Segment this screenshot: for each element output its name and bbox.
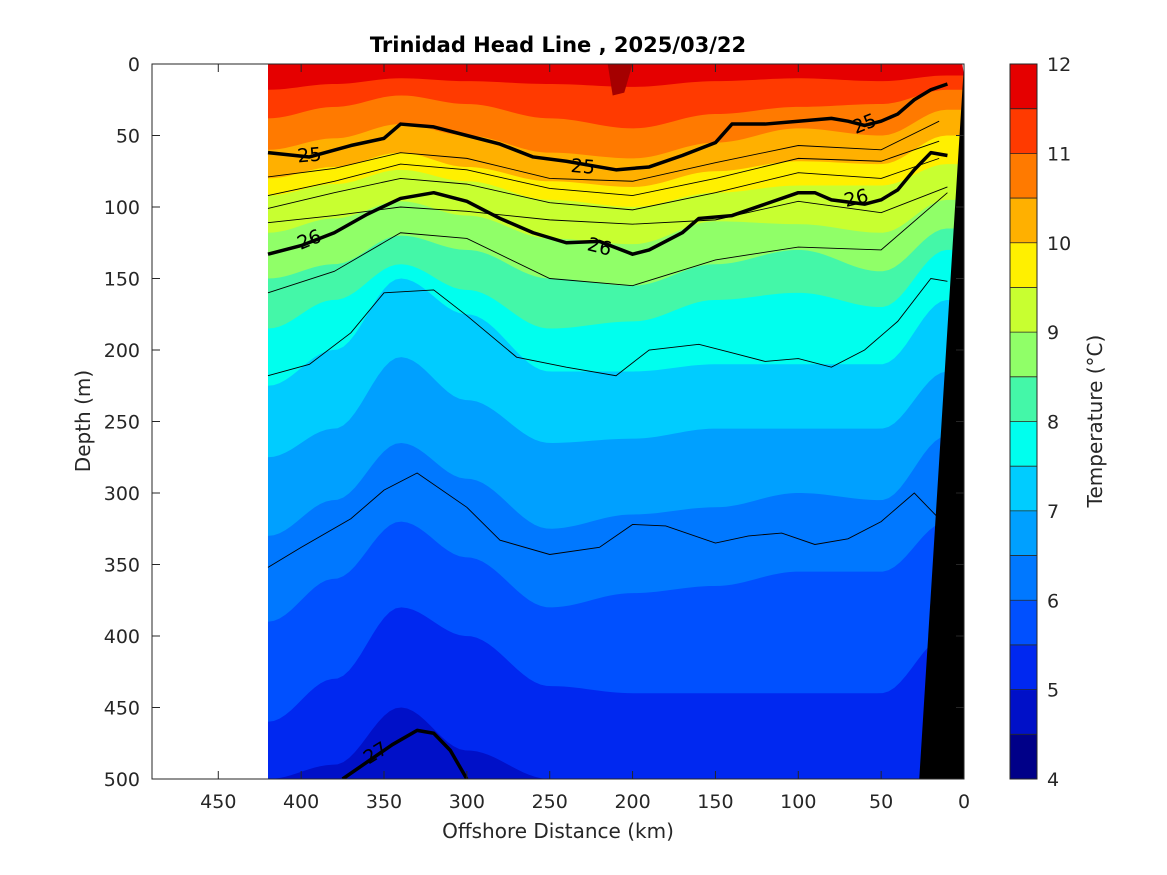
- y-tick-label: 250: [104, 412, 140, 434]
- x-tick-label: 450: [200, 791, 236, 813]
- colorbar-label: Temperature (°C): [1083, 335, 1107, 509]
- colorbar-segment: [1010, 510, 1037, 557]
- colorbar-tick-label: 12: [1047, 54, 1071, 76]
- temperature-fill-layer: [268, 64, 964, 779]
- thin-density-contour: [267, 192, 948, 294]
- x-tick-label: 50: [869, 791, 893, 813]
- colorbar-tick-label: 4: [1047, 769, 1059, 791]
- colorbar-tick-label: 10: [1047, 233, 1071, 255]
- colorbar-segment: [1010, 600, 1037, 646]
- thin-density-contour: [267, 472, 940, 568]
- thin-density-contour: [267, 186, 948, 225]
- colorbar-tick-label: 7: [1047, 501, 1059, 523]
- colorbar-segment: [1010, 421, 1037, 467]
- density-contour-layer: [267, 82, 948, 779]
- colorbar-segment: [1010, 287, 1037, 333]
- x-tick-label: 100: [780, 791, 816, 813]
- y-tick-label: 50: [116, 126, 140, 148]
- y-tick-label: 100: [104, 197, 140, 219]
- colorbar-tick-label: 6: [1047, 590, 1059, 612]
- colorbar-segment: [1010, 555, 1037, 601]
- y-tick-label: 150: [104, 269, 140, 291]
- x-tick-label: 150: [697, 791, 733, 813]
- y-tick-label: 500: [104, 769, 140, 791]
- temperature-band-above-11-5: [607, 64, 633, 96]
- y-tick-label: 300: [104, 483, 140, 505]
- colorbar-tick-label: 9: [1047, 322, 1059, 344]
- colorbar-segment: [1010, 644, 1037, 691]
- chart-title: Trinidad Head Line , 2025/03/22: [370, 33, 746, 57]
- colorbar-segment: [1010, 734, 1037, 780]
- density-contour-26: [267, 150, 948, 256]
- x-tick-label: 400: [283, 791, 319, 813]
- x-tick-label: 300: [449, 791, 485, 813]
- x-axis-title: Offshore Distance (km): [442, 819, 674, 843]
- y-tick-label: 350: [104, 555, 140, 577]
- colorbar-segment: [1010, 108, 1037, 154]
- x-tick-label: 350: [366, 791, 402, 813]
- x-tick-label: 250: [532, 791, 568, 813]
- bathymetry-shelf: [919, 64, 964, 779]
- colorbar-segment: [1010, 153, 1037, 199]
- colorbar-segment: [1010, 198, 1037, 244]
- x-tick-label: 200: [614, 791, 650, 813]
- contour-label: 25: [570, 155, 596, 179]
- thin-density-contour: [267, 140, 940, 197]
- colorbar-tick-label: 8: [1047, 412, 1059, 434]
- colorbar: 12 11 10 9 8 7 6 5 4: [1009, 54, 1071, 791]
- colorbar-segment: [1010, 64, 1037, 110]
- colorbar-tick-label: 5: [1047, 680, 1059, 702]
- density-contour-27: [341, 728, 469, 779]
- colorbar-frame: [1009, 63, 1038, 780]
- y-tick-label: 400: [104, 626, 140, 648]
- thin-density-contour: [267, 120, 940, 182]
- colorbar-segment: [1010, 376, 1037, 422]
- colorbar-segment: [1010, 242, 1037, 288]
- x-axis: 450 400 350 300 250 200 150 100 50 0: [200, 64, 970, 813]
- y-axis-title: Depth (m): [71, 370, 95, 472]
- x-tick-label: 0: [958, 791, 970, 813]
- colorbar-tick-label: 11: [1047, 143, 1071, 165]
- colorbar-segment: [1010, 689, 1037, 735]
- contour-label: 25: [296, 144, 322, 168]
- y-tick-label: 200: [104, 340, 140, 362]
- thin-density-contour: [267, 157, 940, 211]
- colorbar-segment: [1010, 332, 1037, 378]
- y-axis: 0 50 100 150 200 250 300 350 400 450 500: [104, 54, 964, 791]
- y-tick-label: 0: [128, 54, 140, 76]
- colorbar-segment: [1010, 466, 1037, 512]
- thin-density-contour: [267, 278, 948, 377]
- y-tick-label: 450: [104, 698, 140, 720]
- density-contour-25: [267, 82, 948, 172]
